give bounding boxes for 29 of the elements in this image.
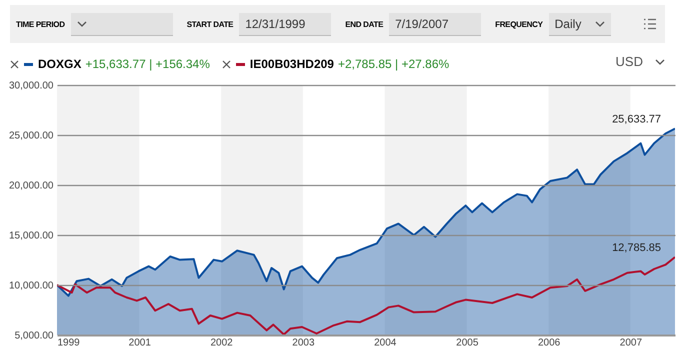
text: +2,785.85 | +27.86% xyxy=(338,57,450,71)
x-tick-label: 2007 xyxy=(620,338,642,348)
text: TIME PERIOD xyxy=(16,20,65,28)
x-tick-label: 2004 xyxy=(374,338,397,348)
x-tick-label: 2006 xyxy=(538,338,561,348)
y-tick-label: 15,000.00 xyxy=(9,230,54,242)
x-tick-label: 1999 xyxy=(58,338,80,348)
x-tick-label: 2005 xyxy=(456,338,479,348)
x-tick-label: 2002 xyxy=(210,338,234,348)
y-tick-label: 20,000.00 xyxy=(9,180,54,192)
legend-label: IE00B03HD209 xyxy=(250,57,334,71)
text: Daily xyxy=(548,12,611,36)
x-tick-label: 2001 xyxy=(128,338,152,348)
text: 12/31/1999 xyxy=(239,12,332,36)
text: FREQUENCY xyxy=(495,20,543,28)
y-tick-label: 25,000.00 xyxy=(9,130,54,142)
y-tick-label: 30,000.00 xyxy=(9,80,54,92)
annotation: 12,785.85 xyxy=(612,242,661,254)
text: USD xyxy=(616,54,643,69)
legend-label: DOXGX xyxy=(38,57,82,71)
y-tick-label: 10,000.00 xyxy=(9,280,54,292)
y-tick-label: 5,000.00 xyxy=(14,330,54,342)
text: END DATE xyxy=(345,20,384,28)
annotation: 25,633.77 xyxy=(612,114,661,126)
text: 7/19/2007 xyxy=(389,12,482,36)
text: +15,633.77 | +156.34% xyxy=(85,57,210,71)
x-tick-label: 2003 xyxy=(292,338,315,348)
line-series xyxy=(57,256,675,335)
text: START DATE xyxy=(186,20,234,28)
